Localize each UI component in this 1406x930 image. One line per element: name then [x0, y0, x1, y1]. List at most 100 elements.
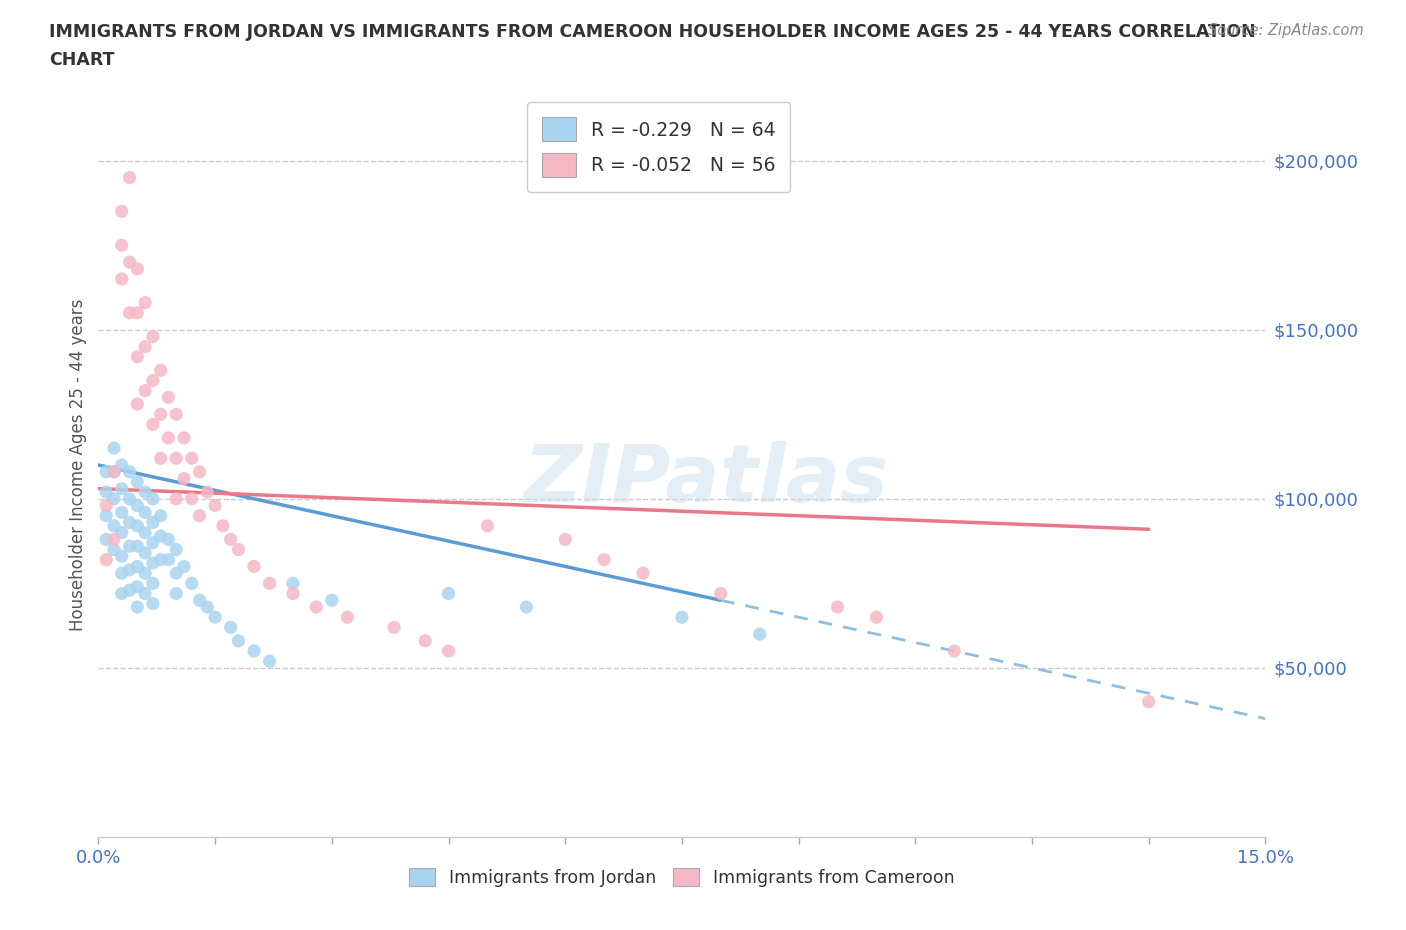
Point — [127, 518, 149, 533]
Point — [180, 576, 202, 591]
Point — [219, 532, 242, 547]
Point — [111, 238, 134, 253]
Point — [111, 458, 134, 472]
Point — [134, 565, 156, 580]
Point — [157, 552, 180, 567]
Point — [111, 481, 134, 496]
Point — [710, 586, 733, 601]
Point — [127, 498, 149, 513]
Point — [165, 542, 187, 557]
Point — [96, 464, 118, 479]
Point — [413, 633, 436, 648]
Point — [134, 485, 156, 499]
Point — [111, 204, 134, 219]
Point — [173, 431, 195, 445]
Point — [103, 464, 125, 479]
Point — [134, 339, 156, 354]
Point — [149, 552, 172, 567]
Point — [321, 592, 343, 607]
Point — [149, 363, 172, 378]
Point — [149, 406, 172, 421]
Point — [437, 586, 460, 601]
Point — [127, 305, 149, 320]
Point — [165, 586, 187, 601]
Point — [165, 491, 187, 506]
Point — [142, 329, 165, 344]
Point — [103, 441, 125, 456]
Point — [212, 518, 235, 533]
Point — [127, 538, 149, 553]
Point — [111, 565, 134, 580]
Point — [165, 451, 187, 466]
Point — [96, 485, 118, 499]
Point — [103, 532, 125, 547]
Point — [228, 633, 250, 648]
Point — [134, 383, 156, 398]
Point — [134, 546, 156, 561]
Point — [477, 518, 499, 533]
Point — [281, 586, 304, 601]
Point — [111, 272, 134, 286]
Point — [118, 305, 141, 320]
Point — [142, 515, 165, 530]
Point — [195, 600, 218, 615]
Point — [515, 600, 537, 615]
Point — [142, 596, 165, 611]
Point — [554, 532, 576, 547]
Point — [305, 600, 328, 615]
Point — [243, 559, 266, 574]
Point — [228, 542, 250, 557]
Point — [631, 565, 654, 580]
Point — [118, 538, 141, 553]
Legend: Immigrants from Jordan, Immigrants from Cameroon: Immigrants from Jordan, Immigrants from … — [401, 859, 963, 896]
Point — [127, 397, 149, 412]
Point — [111, 586, 134, 601]
Point — [671, 610, 693, 625]
Point — [134, 525, 156, 540]
Point — [188, 464, 211, 479]
Point — [127, 559, 149, 574]
Point — [188, 592, 211, 607]
Point — [382, 620, 405, 635]
Point — [259, 654, 281, 669]
Point — [118, 515, 141, 530]
Point — [149, 509, 172, 524]
Point — [118, 255, 141, 270]
Point — [157, 431, 180, 445]
Point — [96, 498, 118, 513]
Point — [103, 464, 125, 479]
Point — [96, 532, 118, 547]
Point — [118, 491, 141, 506]
Point — [204, 498, 226, 513]
Text: ZIPatlas: ZIPatlas — [523, 441, 887, 519]
Point — [142, 555, 165, 570]
Point — [142, 536, 165, 551]
Point — [118, 464, 141, 479]
Point — [103, 518, 125, 533]
Point — [103, 542, 125, 557]
Point — [827, 600, 849, 615]
Point — [593, 552, 616, 567]
Point — [118, 563, 141, 578]
Point — [111, 525, 134, 540]
Point — [188, 509, 211, 524]
Point — [437, 644, 460, 658]
Point — [142, 576, 165, 591]
Point — [1137, 695, 1160, 710]
Point — [142, 491, 165, 506]
Point — [173, 559, 195, 574]
Point — [336, 610, 359, 625]
Point — [748, 627, 770, 642]
Point — [96, 509, 118, 524]
Point — [165, 406, 187, 421]
Point — [118, 583, 141, 598]
Point — [281, 576, 304, 591]
Point — [127, 579, 149, 594]
Point — [149, 528, 172, 543]
Text: Source: ZipAtlas.com: Source: ZipAtlas.com — [1208, 23, 1364, 38]
Y-axis label: Householder Income Ages 25 - 44 years: Householder Income Ages 25 - 44 years — [69, 299, 87, 631]
Point — [111, 505, 134, 520]
Point — [118, 170, 141, 185]
Point — [173, 472, 195, 486]
Text: IMMIGRANTS FROM JORDAN VS IMMIGRANTS FROM CAMEROON HOUSEHOLDER INCOME AGES 25 - : IMMIGRANTS FROM JORDAN VS IMMIGRANTS FRO… — [49, 23, 1256, 41]
